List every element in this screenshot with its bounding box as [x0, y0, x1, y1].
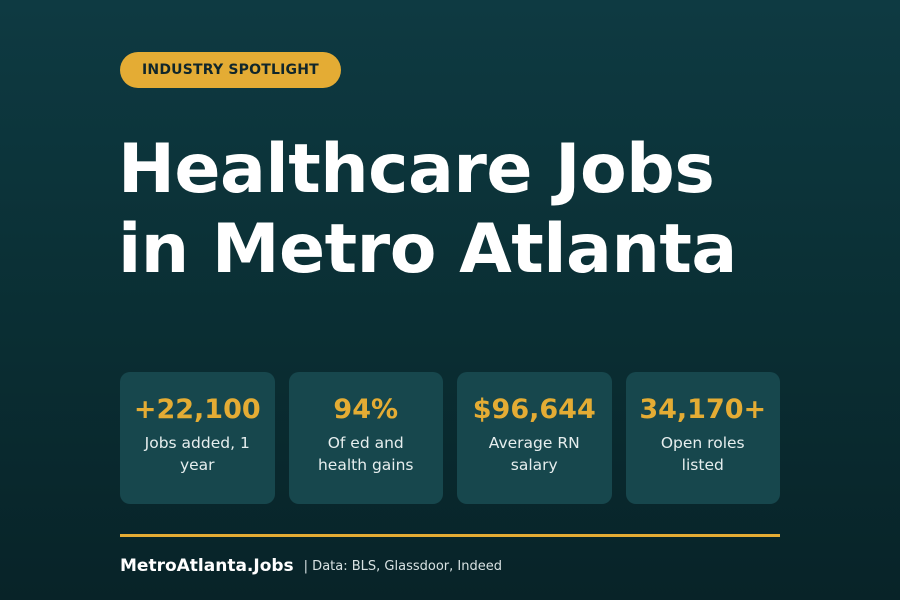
headline-line-1: Healthcare Jobs	[118, 130, 715, 209]
stat-label: Of ed and health gains	[317, 434, 414, 474]
stat-value: 34,170+	[639, 394, 767, 425]
stat-label: Average RN salary	[488, 434, 580, 474]
stat-value: 94%	[333, 394, 399, 425]
stat-label: Open roles listed	[660, 434, 745, 474]
divider	[120, 534, 780, 537]
stats-row: +22,100 Jobs added, 1 year 94% Of ed and…	[120, 372, 780, 504]
industry-spotlight-badge: INDUSTRY SPOTLIGHT	[120, 52, 341, 88]
stat-card-jobs-added: +22,100 Jobs added, 1 year	[120, 372, 275, 504]
brand-link[interactable]: MetroAtlanta.Jobs	[120, 556, 294, 576]
stat-card-open-roles: 34,170+ Open roles listed	[625, 372, 780, 504]
footer: MetroAtlanta.Jobs | Data: BLS, Glassdoor…	[120, 556, 502, 576]
stat-value: +22,100	[133, 394, 261, 425]
stat-value: $96,644	[472, 394, 596, 425]
stat-card-ed-health-gains: 94% Of ed and health gains	[288, 372, 443, 504]
data-source-note: | Data: BLS, Glassdoor, Indeed	[303, 558, 502, 574]
stat-card-rn-salary: $96,644 Average RN salary	[457, 372, 612, 504]
stat-label: Jobs added, 1 year	[144, 434, 250, 474]
headline-line-2: in Metro Atlanta	[118, 210, 737, 289]
page-title: Healthcare Jobs in Metro Atlanta	[118, 130, 838, 290]
